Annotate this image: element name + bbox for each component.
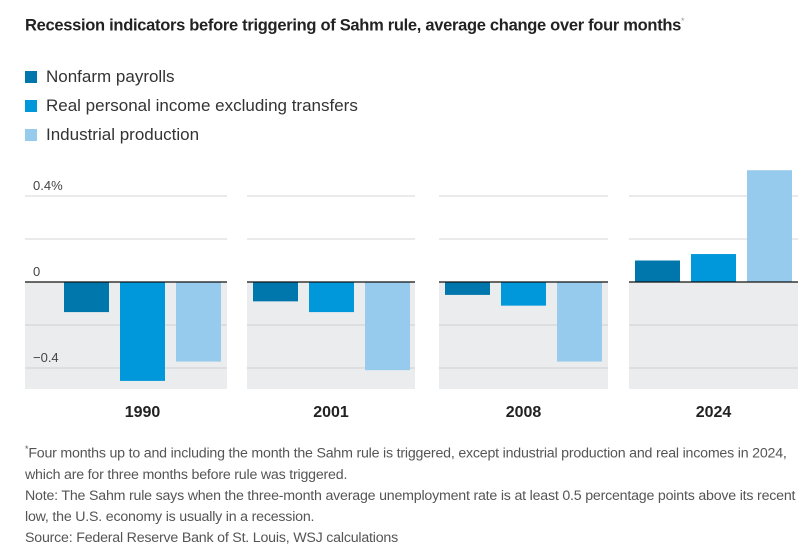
bar-industrial-production-2024 <box>747 170 792 282</box>
x-tick-label: 2024 <box>696 404 732 421</box>
x-tick-label: 1990 <box>125 404 161 421</box>
y-tick-label: −0.4 <box>33 350 59 365</box>
legend-swatch <box>25 128 37 141</box>
footnote: *Four months up to and including the mon… <box>25 444 787 483</box>
bar-real-personal-income-excluding-transfers-2008 <box>501 282 546 306</box>
bar-industrial-production-2001 <box>365 282 410 371</box>
bar-nonfarm-payrolls-1990 <box>64 282 109 313</box>
bar-industrial-production-1990 <box>176 282 221 362</box>
legend-item-income: Real personal income excluding transfers <box>25 91 358 120</box>
legend-item-nonfarm: Nonfarm payrolls <box>25 62 358 91</box>
negative-region <box>629 282 798 389</box>
bar-nonfarm-payrolls-2001 <box>253 282 298 302</box>
legend-label: Real personal income excluding transfers <box>46 95 358 115</box>
legend-swatch <box>25 70 37 83</box>
x-tick-label: 2001 <box>313 404 349 421</box>
notes: *Four months up to and including the mon… <box>25 439 805 549</box>
x-tick-label: 2008 <box>506 404 542 421</box>
chart-title: Recession indicators before triggering o… <box>25 16 685 35</box>
y-tick-label: 0.4% <box>33 178 63 193</box>
bar-real-personal-income-excluding-transfers-1990 <box>120 282 165 381</box>
bar-chart: 1990 2001 2008 2024 0.4% 0 −0.4 <box>25 170 798 421</box>
y-tick-label: 0 <box>33 264 40 279</box>
bar-industrial-production-2008 <box>557 282 602 362</box>
bar-nonfarm-payrolls-2008 <box>445 282 490 295</box>
bar-nonfarm-payrolls-2024 <box>635 260 680 282</box>
legend: Nonfarm payrolls Real personal income ex… <box>25 62 358 149</box>
bar-real-personal-income-excluding-transfers-2001 <box>309 282 354 313</box>
legend-item-industrial: Industrial production <box>25 120 358 149</box>
legend-label: Nonfarm payrolls <box>46 66 175 86</box>
bar-real-personal-income-excluding-transfers-2024 <box>691 254 736 282</box>
note: Note: The Sahm rule says when the three-… <box>25 487 796 525</box>
legend-label: Industrial production <box>46 124 200 144</box>
source: Source: Federal Reserve Bank of St. Loui… <box>25 529 399 546</box>
legend-swatch <box>25 99 37 112</box>
